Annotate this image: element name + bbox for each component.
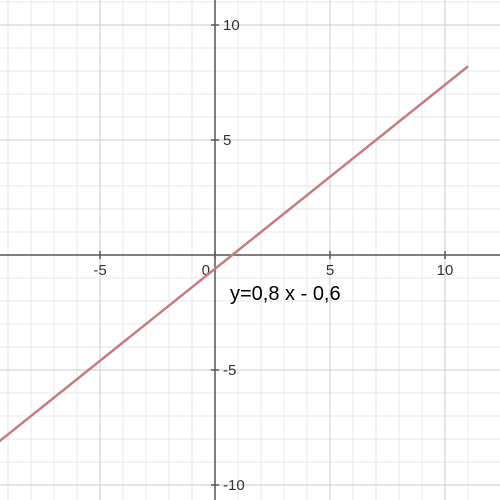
- y-tick-label: -10: [223, 477, 245, 494]
- y-tick-label: 10: [223, 17, 240, 34]
- chart-svg: -10-50510-10-5510y=0,8 x - 0,6: [0, 0, 500, 500]
- x-tick-label: 5: [326, 262, 334, 279]
- coordinate-chart: -10-50510-10-5510y=0,8 x - 0,6: [0, 0, 500, 500]
- x-tick-label: -5: [93, 262, 106, 279]
- equation-label: y=0,8 x - 0,6: [230, 283, 341, 305]
- y-tick-label: 5: [223, 132, 231, 149]
- chart-background: [0, 0, 500, 500]
- y-tick-label: -5: [223, 362, 236, 379]
- x-tick-label: 10: [437, 262, 454, 279]
